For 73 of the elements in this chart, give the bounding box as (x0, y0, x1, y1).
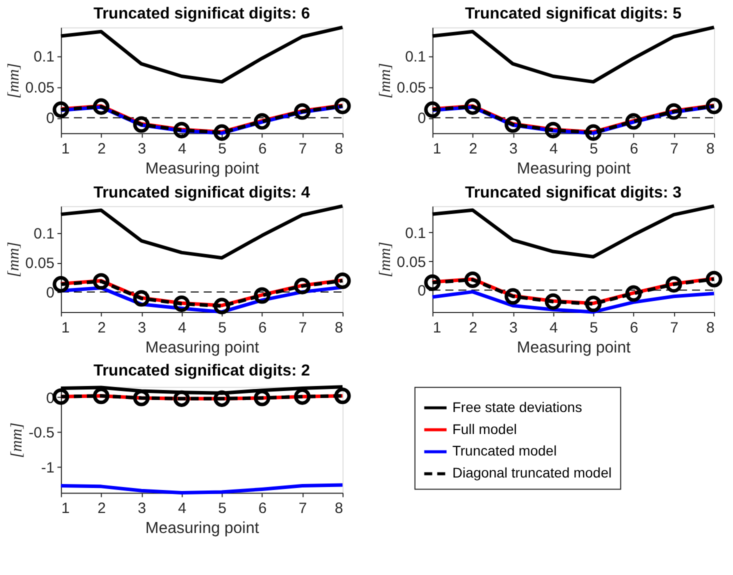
y-tick-label: -1 (41, 459, 54, 476)
chart-title: Truncated significat digits: 5 (464, 6, 682, 23)
x-tick-label: 7 (670, 140, 678, 158)
y-tick-label: 0.1 (405, 48, 426, 66)
legend-label: Truncated model (452, 442, 557, 459)
legend-label: Full model (452, 420, 517, 437)
y-tick-label: 0.1 (34, 226, 54, 243)
y-axis-title: [mm] (5, 63, 22, 99)
x-tick-label: 7 (670, 319, 678, 336)
x-tick-label: 5 (590, 140, 598, 158)
x-tick-label: 6 (258, 319, 267, 336)
x-tick-label: 2 (468, 140, 478, 158)
x-tick-label: 1 (61, 319, 70, 336)
x-tick-label: 5 (218, 500, 227, 518)
y-tick-label: 0.1 (405, 225, 426, 242)
x-tick-label: 4 (549, 319, 558, 336)
x-axis-title: Measuring point (145, 339, 260, 356)
y-tick-label: 0.05 (25, 255, 54, 272)
x-tick-label: 3 (509, 140, 518, 158)
legend-label: Diagonal truncated model (452, 464, 612, 481)
y-tick-label: -0.5 (28, 424, 54, 442)
y-tick-label: 0 (46, 110, 54, 128)
x-tick-label: 8 (334, 319, 344, 336)
x-tick-label: 4 (178, 140, 186, 158)
y-tick-label: 0 (46, 284, 54, 302)
y-tick-label: 0.05 (396, 79, 426, 96)
y-axis-title: [mm] (376, 242, 394, 278)
y-axis-title: [mm] (8, 422, 26, 458)
x-tick-label: 2 (97, 500, 106, 518)
x-tick-label: 3 (509, 319, 518, 336)
x-tick-label: 8 (706, 319, 715, 336)
x-tick-label: 6 (630, 140, 638, 158)
x-tick-label: 2 (97, 319, 106, 336)
x-tick-label: 5 (218, 319, 227, 336)
x-tick-label: 7 (298, 319, 307, 336)
x-axis-title: Measuring point (145, 160, 260, 178)
x-tick-label: 8 (334, 140, 344, 158)
y-tick-label: 0 (418, 282, 426, 300)
x-tick-label: 1 (61, 140, 70, 158)
x-axis-title: Measuring point (516, 339, 632, 356)
x-tick-label: 7 (298, 500, 307, 518)
x-tick-label: 5 (218, 140, 227, 158)
x-tick-label: 7 (298, 140, 307, 158)
y-tick-label: 0.05 (25, 79, 54, 96)
y-tick-label: 0.1 (34, 48, 54, 66)
x-tick-label: 3 (138, 140, 146, 158)
x-tick-label: 6 (258, 140, 267, 158)
x-tick-label: 3 (138, 500, 146, 518)
x-tick-label: 1 (61, 500, 70, 518)
y-tick-label: 0 (418, 110, 426, 128)
x-tick-label: 8 (706, 140, 715, 158)
y-axis-title: [mm] (376, 63, 394, 99)
x-tick-label: 3 (138, 319, 146, 336)
x-tick-label: 4 (178, 500, 186, 518)
chart-title: Truncated significat digits: 4 (93, 184, 310, 202)
chart-title: Truncated significat digits: 3 (464, 184, 682, 202)
x-tick-label: 5 (590, 319, 598, 336)
x-tick-label: 2 (97, 140, 106, 158)
x-tick-label: 1 (432, 319, 442, 336)
x-tick-label: 4 (178, 319, 186, 336)
x-tick-label: 1 (432, 140, 442, 158)
x-tick-label: 6 (258, 500, 267, 518)
chart-title: Truncated significat digits: 6 (93, 6, 310, 23)
chart-title: Truncated significat digits: 2 (93, 362, 310, 380)
x-axis-title: Measuring point (516, 160, 632, 178)
x-tick-label: 6 (630, 319, 638, 336)
y-tick-label: 0.05 (396, 254, 426, 271)
legend-label: Free state deviations (452, 398, 582, 415)
y-axis-title: [mm] (5, 242, 22, 278)
x-axis-title: Measuring point (145, 520, 260, 538)
x-tick-label: 4 (549, 140, 558, 158)
x-tick-label: 8 (334, 500, 344, 518)
x-tick-label: 2 (468, 319, 478, 336)
